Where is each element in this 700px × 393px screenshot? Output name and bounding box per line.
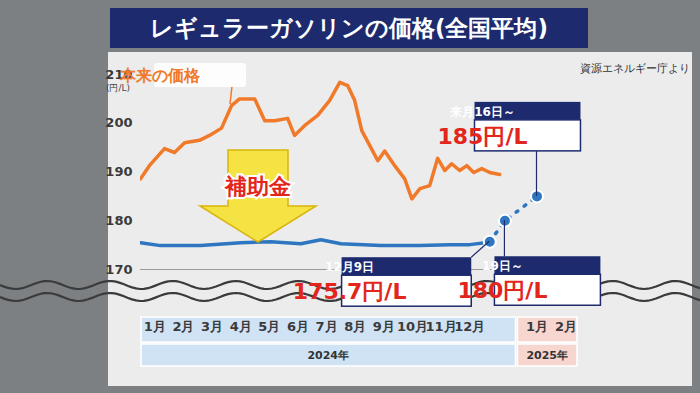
svg-text:1月: 1月 bbox=[144, 319, 166, 334]
svg-text:5月: 5月 bbox=[258, 319, 280, 334]
svg-text:2月: 2月 bbox=[555, 319, 577, 334]
svg-text:185円/L: 185円/L bbox=[437, 124, 527, 149]
svg-text:補助金: 補助金 bbox=[224, 174, 291, 199]
html-text:レギュラーガソリンの価格(全国平均): レギュラーガソリンの価格(全国平均) bbox=[150, 15, 548, 41]
svg-text:170: 170 bbox=[105, 262, 132, 277]
svg-text:1月: 1月 bbox=[526, 319, 548, 334]
svg-text:7月: 7月 bbox=[316, 319, 338, 334]
svg-text:4月: 4月 bbox=[230, 319, 252, 334]
svg-text:190: 190 bbox=[105, 164, 132, 179]
svg-text:200: 200 bbox=[105, 115, 132, 130]
svg-text:10月: 10月 bbox=[397, 319, 428, 334]
svg-text:本来の価格: 本来の価格 bbox=[119, 66, 201, 85]
svg-text:210: 210 bbox=[105, 66, 133, 82]
svg-text:6月: 6月 bbox=[287, 319, 309, 334]
svg-text:175.7円/L: 175.7円/L bbox=[293, 279, 407, 304]
svg-text:19日～: 19日～ bbox=[482, 259, 523, 273]
svg-text:来月16日～: 来月16日～ bbox=[449, 105, 515, 119]
svg-text:2024年: 2024年 bbox=[307, 349, 349, 362]
svg-text:(円/L): (円/L) bbox=[106, 83, 130, 93]
svg-text:12月: 12月 bbox=[454, 319, 485, 334]
svg-text:180: 180 bbox=[105, 213, 132, 228]
svg-text:9月: 9月 bbox=[373, 319, 395, 334]
svg-text:180円/L: 180円/L bbox=[457, 278, 547, 303]
svg-text:12月9日: 12月9日 bbox=[325, 260, 374, 274]
svg-text:2月: 2月 bbox=[172, 319, 194, 334]
svg-text:資源エネルギー庁より: 資源エネルギー庁より bbox=[580, 62, 690, 75]
svg-text:3月: 3月 bbox=[201, 319, 223, 334]
svg-text:2025年: 2025年 bbox=[526, 349, 568, 362]
svg-text:8月: 8月 bbox=[344, 319, 366, 334]
svg-text:11月: 11月 bbox=[426, 319, 457, 334]
